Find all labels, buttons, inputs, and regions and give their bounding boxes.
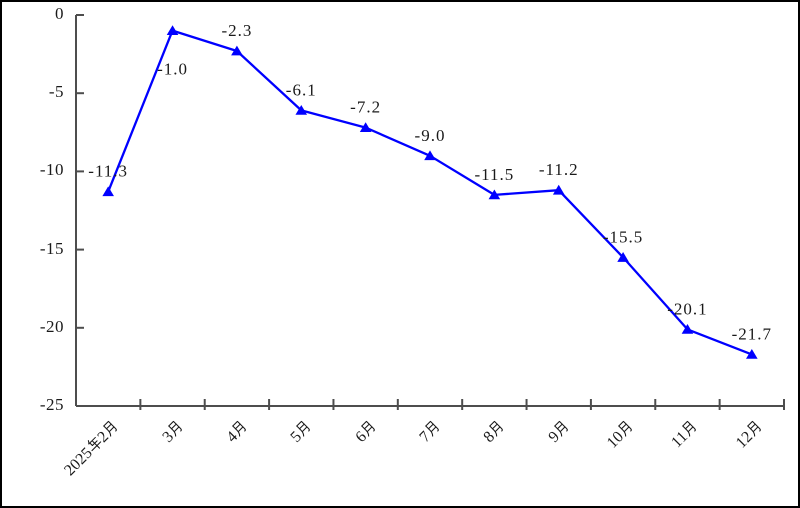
cjk-glyph-nian xyxy=(88,436,102,452)
data-point-label: -11.5 xyxy=(474,165,514,184)
data-point-label: -11.3 xyxy=(88,162,128,181)
cjk-glyph-yue xyxy=(425,420,439,437)
y-tick-label: -10 xyxy=(39,160,64,180)
x-tick-label: 20252 xyxy=(11,417,123,506)
y-tick-label: -25 xyxy=(39,395,64,414)
x-tick-label: 5 xyxy=(204,417,316,506)
y-tick-label: -5 xyxy=(48,82,64,102)
data-point-marker xyxy=(617,252,629,262)
y-tick-label: -15 xyxy=(39,238,64,258)
cjk-glyph-yue xyxy=(232,420,246,437)
cjk-glyph-yue xyxy=(103,420,118,437)
data-point-label: -7.2 xyxy=(350,98,381,117)
y-tick-label: 0 xyxy=(55,4,64,23)
x-tick-label: 3 xyxy=(76,417,188,506)
data-point-marker xyxy=(488,189,501,200)
data-point-label: -6.1 xyxy=(286,80,317,99)
y-tick-label: -20 xyxy=(39,316,64,336)
cjk-glyph-yue xyxy=(296,420,311,437)
x-tick-label: 11 xyxy=(590,417,702,506)
cjk-glyph-yue xyxy=(360,420,375,437)
x-tick-label: 8 xyxy=(397,417,509,506)
data-point-marker xyxy=(424,150,436,161)
data-point-marker xyxy=(746,348,758,359)
data-point-marker xyxy=(166,25,179,36)
cjk-glyph-yue xyxy=(167,420,182,437)
data-point-marker xyxy=(295,105,308,115)
cjk-glyph-yue xyxy=(489,420,504,437)
x-tick-label: 12 xyxy=(655,417,767,506)
x-tick-label: 6 xyxy=(269,417,381,506)
x-tick-label: 7 xyxy=(333,417,445,506)
x-tick-label: 9 xyxy=(462,417,574,506)
data-point-label: -20.1 xyxy=(667,299,707,318)
x-tick-label: 10 xyxy=(526,417,638,506)
data-point-marker xyxy=(102,186,114,197)
data-point-marker xyxy=(681,323,694,334)
data-point-label: -21.7 xyxy=(732,324,772,343)
data-line xyxy=(107,29,753,356)
cjk-glyph-yue xyxy=(618,420,632,437)
data-point-label: -15.5 xyxy=(603,227,643,246)
data-point-marker xyxy=(231,45,243,56)
cjk-glyph-yue xyxy=(553,420,568,437)
data-point-marker xyxy=(552,184,565,195)
data-point-label: -1.0 xyxy=(157,60,188,79)
x-tick-label: 4 xyxy=(140,417,252,506)
data-point-label: -9.0 xyxy=(415,126,446,145)
data-point-marker xyxy=(359,122,372,133)
data-point-label: -11.2 xyxy=(539,160,579,179)
cjk-glyph-yue xyxy=(682,420,697,437)
cjk-glyph-yue xyxy=(747,420,761,437)
data-point-label: -2.3 xyxy=(221,21,252,40)
